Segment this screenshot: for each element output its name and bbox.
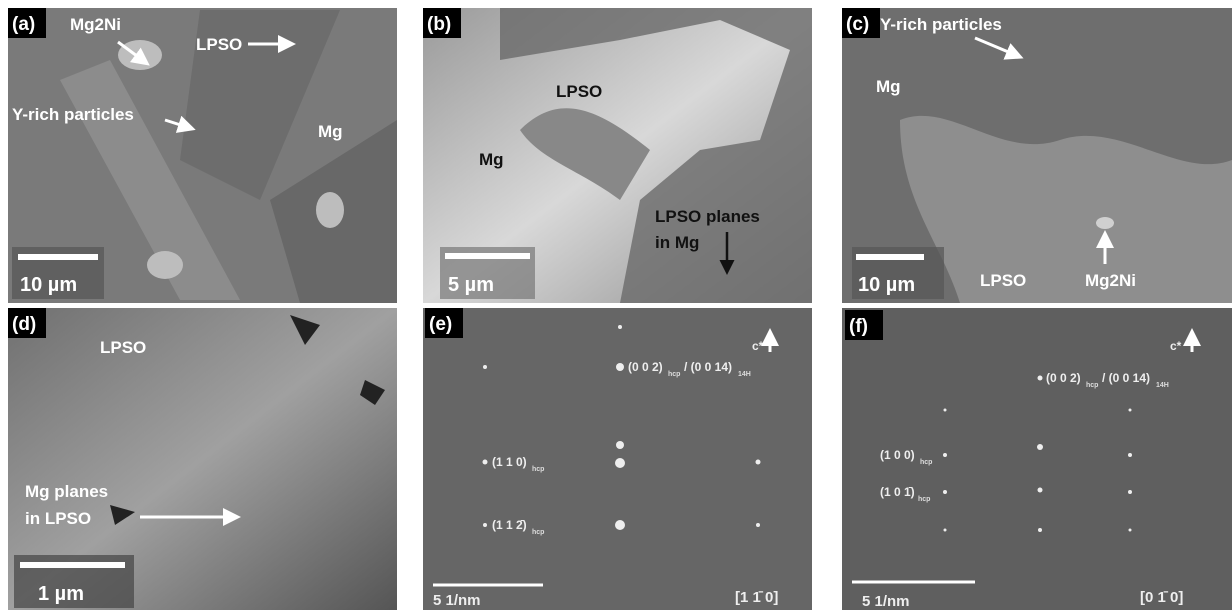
zone-axis: [0 1̄ 0] (1140, 589, 1183, 606)
subscript: hcp (668, 371, 680, 378)
panel-b: (b) LPSO Mg LPSO planes in Mg 5 µm (423, 8, 812, 303)
annotation: Mg planes (25, 482, 108, 501)
panel-label: (f) (849, 316, 868, 337)
annotation: c* (1170, 339, 1182, 353)
annotation: LPSO (196, 35, 242, 54)
panel-label: (a) (12, 14, 35, 35)
subscript: hcp (1086, 382, 1098, 389)
annotation: in LPSO (25, 509, 91, 528)
annotation: Mg2Ni (1085, 271, 1136, 290)
annotation: (1 1 2̄) (492, 518, 527, 532)
scale-bar-label: 10 µm (858, 274, 915, 296)
subscript: 14H (738, 371, 751, 378)
scale-bar-label: 5 1/nm (433, 592, 481, 609)
annotation: (1 0 0) (880, 448, 915, 462)
subscript: 14H (1156, 382, 1169, 389)
annotation: Mg (876, 77, 901, 96)
subscript: hcp (920, 459, 932, 466)
annotation: in Mg (655, 233, 699, 252)
annotation: LPSO (980, 271, 1026, 290)
subscript: hcp (532, 529, 544, 536)
annotation: Y-rich particles (880, 15, 1002, 34)
scale-bar-label: 5 µm (448, 274, 494, 296)
annotation: Mg (479, 150, 504, 169)
panel-c: (c) Y-rich particles Mg LPSO Mg2Ni 10 µm (842, 8, 1232, 303)
scale-bar-label: 1 µm (38, 583, 84, 605)
panel-d: (d) LPSO Mg planes in LPSO 1 µm (8, 308, 397, 610)
panel-label: (e) (429, 314, 452, 335)
subscript: hcp (532, 466, 544, 473)
annotation: / (0 0 14) (1102, 371, 1150, 385)
panel-f: (f) c* (0 0 2) hcp / (0 0 14) 14H (1 0 0… (842, 308, 1232, 610)
annotation: LPSO planes (655, 207, 760, 226)
scale-bar-label: 5 1/nm (862, 593, 910, 610)
figure: (a) Mg2Ni LPSO Y-rich particles Mg 10 µm… (0, 0, 1232, 610)
panel-label: (c) (846, 14, 869, 35)
annotation: Mg (318, 122, 343, 141)
annotation: (0 0 2) (1046, 371, 1081, 385)
panel-label: (b) (427, 14, 451, 35)
subscript: hcp (918, 496, 930, 503)
annotation: (1 1 0) (492, 455, 527, 469)
panel-label: (d) (12, 314, 36, 335)
annotation: LPSO (556, 82, 602, 101)
panel-a: (a) Mg2Ni LPSO Y-rich particles Mg 10 µm (8, 8, 397, 303)
annotation: c* (752, 339, 764, 353)
scale-bar-label: 10 µm (20, 274, 77, 296)
annotation: Mg2Ni (70, 15, 121, 34)
annotation: Y-rich particles (12, 105, 134, 124)
annotation: LPSO (100, 338, 146, 357)
annotation: (0 0 2) (628, 360, 663, 374)
zone-axis: [1 1̄ 0] (735, 589, 778, 606)
panel-e: (e) c* (0 0 2) hcp / (0 0 14) 14H (1 1 0… (423, 308, 812, 610)
annotation: (1 0 1̄) (880, 485, 915, 499)
annotation: / (0 0 14) (684, 360, 732, 374)
